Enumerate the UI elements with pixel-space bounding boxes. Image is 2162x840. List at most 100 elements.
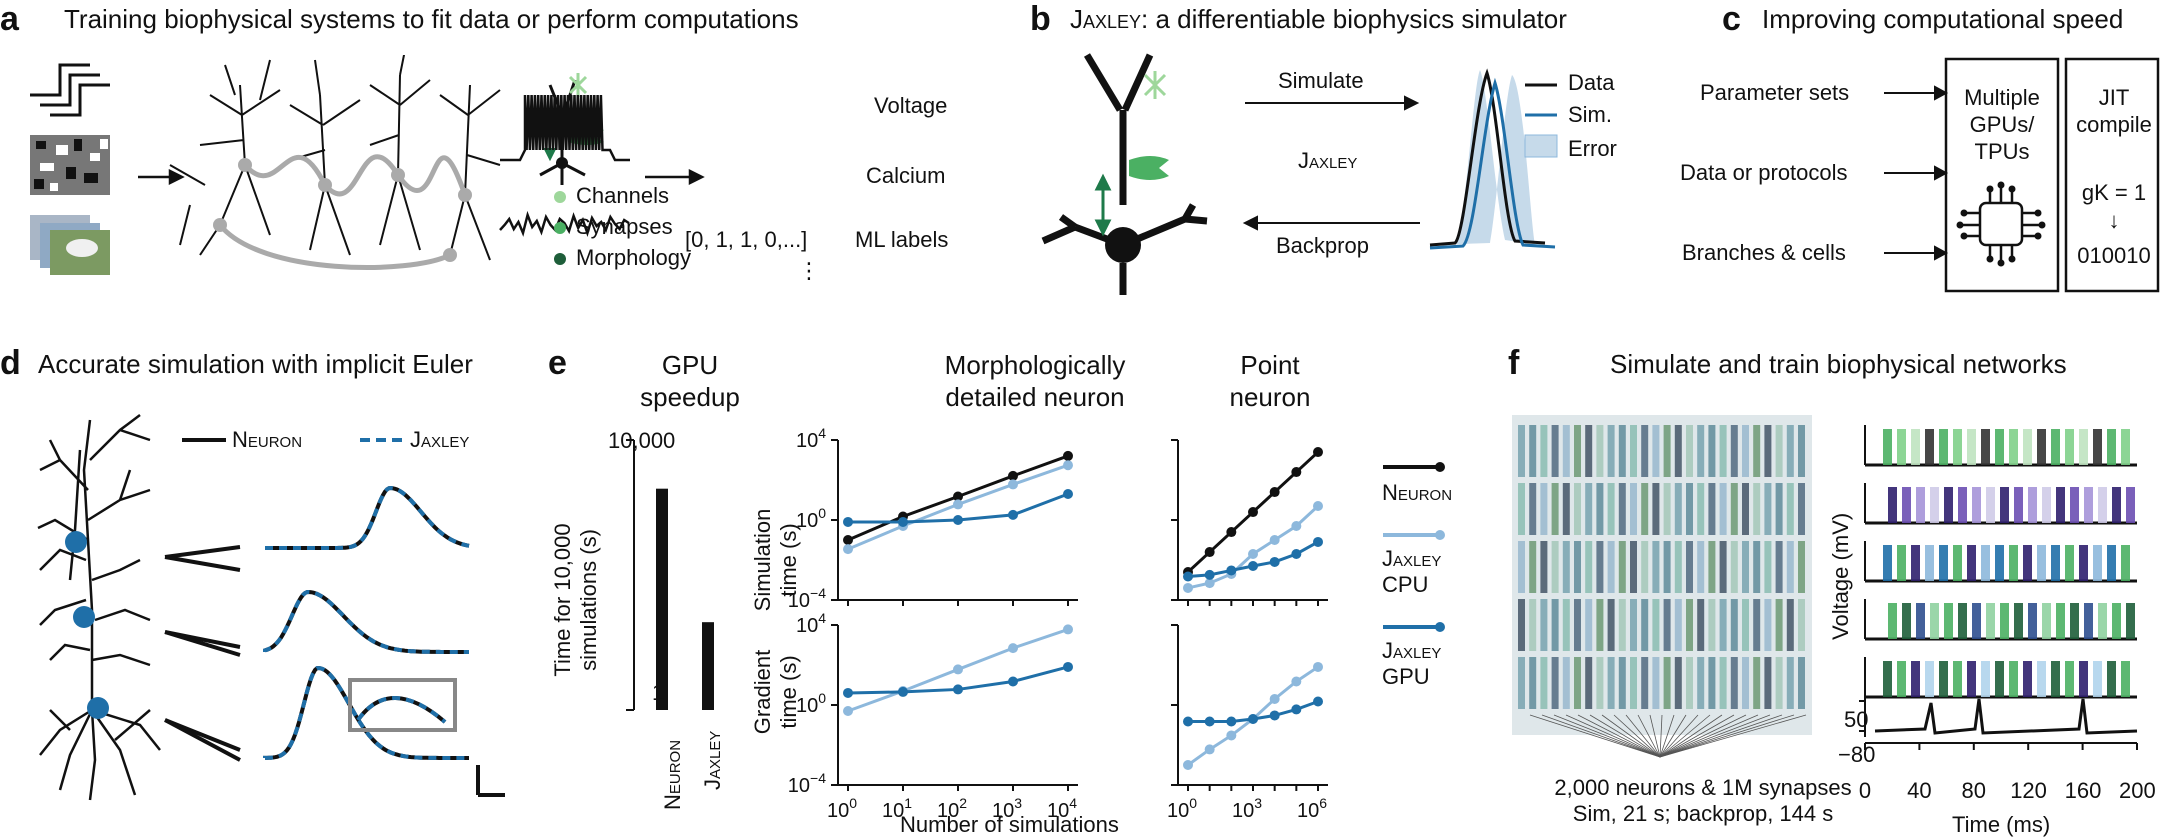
jit-line-1: JIT xyxy=(2098,85,2130,110)
panel-b-illustration xyxy=(1041,53,1558,295)
f-xlabel: Time (ms) xyxy=(1952,812,2051,837)
data-point xyxy=(1008,479,1018,490)
data-point xyxy=(843,687,853,698)
input-branches-cells: Branches & cells xyxy=(1682,240,1846,265)
voltage-trace xyxy=(1874,698,2138,735)
data-point xyxy=(1183,716,1193,727)
channel-icon xyxy=(568,73,588,97)
y-tick-label: 10−4 xyxy=(788,585,826,612)
data-point xyxy=(1291,521,1302,532)
f-x-tick-label: 80 xyxy=(1961,778,1987,803)
f-ytick-bottom: −80 xyxy=(1838,742,1876,767)
data-point xyxy=(1183,582,1193,593)
data-point xyxy=(953,684,963,695)
point-title-line-2: neuron xyxy=(1229,382,1311,412)
speedup-bar-neuron xyxy=(656,488,668,710)
ellipsis: ⋮ xyxy=(798,258,820,283)
jaxley-name: Jaxley xyxy=(1070,4,1142,34)
legend-morphology: Morphology xyxy=(576,245,691,270)
jit-box xyxy=(2064,57,2160,293)
sim-ylabel-line-1: Simulation xyxy=(750,508,775,612)
speedup-ylabel-line-1: Time for 10,000 xyxy=(550,523,575,677)
panel-c-title: Improving computational speed xyxy=(1762,4,2124,34)
data-point xyxy=(953,515,963,525)
y-tick-label: 10−4 xyxy=(788,770,826,797)
pyramidal-neuron-icon xyxy=(37,414,161,801)
data-point xyxy=(1313,536,1323,547)
data-point xyxy=(953,491,963,502)
legend-cpu-line-1: Jaxley xyxy=(1382,546,1442,571)
jit-box-label: JIT compile xyxy=(2068,84,2160,138)
panel-c-letter: c xyxy=(1722,0,1741,38)
legend-jaxley-gpu: Jaxley GPU xyxy=(1382,638,1441,690)
panel-d-illustration xyxy=(37,414,505,801)
data-point xyxy=(953,499,963,510)
grad-ylabel-line-1: Gradient xyxy=(750,649,775,735)
data-point xyxy=(1248,713,1258,724)
panel-d-letter: d xyxy=(0,344,21,382)
data-point xyxy=(1008,676,1018,687)
x-tick-label: 100 xyxy=(1167,795,1197,822)
data-point xyxy=(898,516,908,527)
noise-input-icon xyxy=(30,135,110,195)
legend-sim: Sim. xyxy=(1568,102,1612,127)
legend-channels: Channels xyxy=(576,183,669,208)
data-point xyxy=(843,516,853,527)
error-area xyxy=(1430,70,1540,245)
double-arrow-icon xyxy=(1094,173,1112,237)
input-data-protocols: Data or protocols xyxy=(1680,160,1848,185)
f-x-tick-label: 120 xyxy=(2010,778,2047,803)
grad-ylabel-line-2: time (s) xyxy=(776,655,801,729)
f-x-tick-label: 160 xyxy=(2064,778,2102,803)
data-point xyxy=(1204,547,1215,558)
ml-labels-value: [0, 1, 1, 0,...] xyxy=(685,227,808,252)
jaxley-middle-label: Jaxley xyxy=(1298,148,1358,173)
data-point xyxy=(1269,535,1280,545)
speedup-ylabel-line-2: simulations (s) xyxy=(576,529,601,671)
network-rendering xyxy=(1512,415,1812,735)
step-input-icon xyxy=(30,63,110,117)
data-point xyxy=(1204,716,1215,727)
panel-e-letter: e xyxy=(548,344,567,382)
caption-line-2: Sim, 21 s; backprop, 144 s xyxy=(1572,801,1834,826)
data-point xyxy=(898,686,908,697)
data-point xyxy=(1313,696,1323,707)
data-point xyxy=(1291,676,1302,687)
panel-a-letter: a xyxy=(0,0,19,38)
morph-title-line-2: detailed neuron xyxy=(945,382,1125,412)
gpu-line-1: Multiple xyxy=(1964,85,2040,110)
f-x-tick-label: 0 xyxy=(1858,778,1872,803)
data-point xyxy=(1291,548,1302,559)
panel-f-illustration xyxy=(1512,415,2138,758)
data-point xyxy=(843,535,853,545)
speedup-xlabel-neuron: Neuron xyxy=(660,739,685,810)
point-col-title: Point neuron xyxy=(1200,349,1340,413)
gpu-box xyxy=(1944,57,2060,293)
panel-e-legend xyxy=(1383,462,1445,632)
data-point xyxy=(1226,716,1237,727)
speedup-ylabel: Time for 10,000 simulations (s) xyxy=(550,500,602,700)
data-point xyxy=(1313,447,1323,458)
data-point xyxy=(1063,460,1073,471)
f-x-tick-label: 40 xyxy=(1907,778,1932,803)
panel-c-illustration xyxy=(1884,57,2160,293)
data-point xyxy=(1248,548,1258,559)
data-point xyxy=(1063,661,1073,672)
data-point xyxy=(843,544,853,555)
data-point xyxy=(1248,507,1258,518)
data-point xyxy=(1269,693,1280,704)
f-ylabel: Voltage (mV) xyxy=(1828,512,1853,640)
calcium-trace xyxy=(499,210,630,237)
caption-line-1: 2,000 neurons & 1M synapses xyxy=(1554,775,1852,800)
legend-neuron-label: Neuron xyxy=(232,427,303,452)
speedup-xlabel-jaxley: Jaxley xyxy=(700,730,725,790)
legend-cpu-line-2: CPU xyxy=(1382,572,1429,597)
data-point xyxy=(953,664,963,675)
image-input-icon xyxy=(30,215,110,275)
synapse-icon xyxy=(1129,156,1169,180)
panel-f-title: Simulate and train biophysical networks xyxy=(1610,349,2067,379)
data-point xyxy=(1204,569,1215,580)
data-point xyxy=(1226,527,1237,538)
gpu-line-3: TPUs xyxy=(1974,139,2030,164)
